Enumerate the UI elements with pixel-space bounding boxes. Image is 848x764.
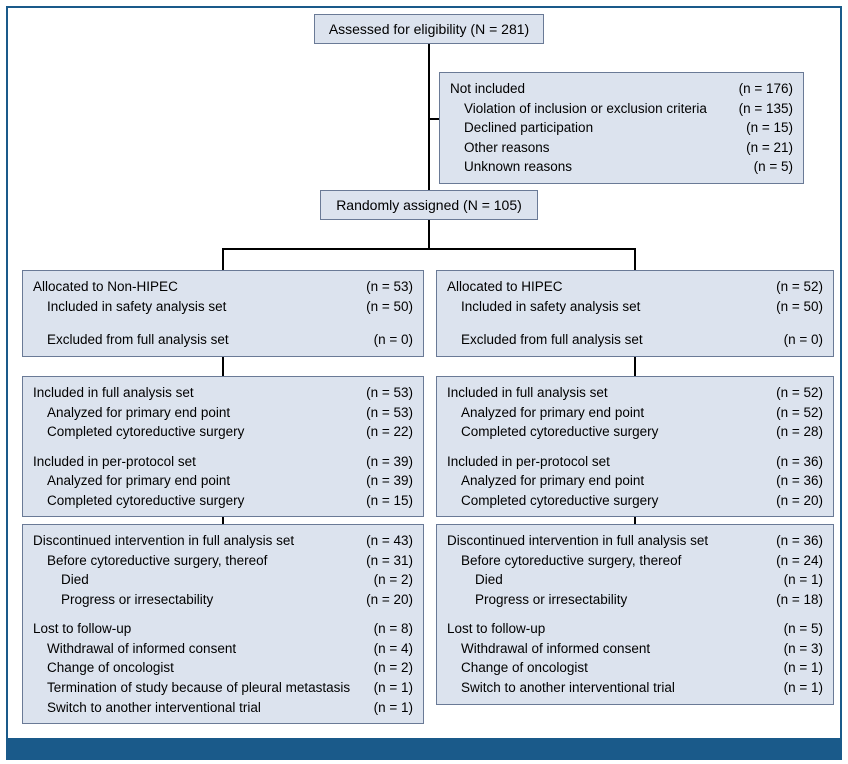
alloc-row: Included in safety analysis set(n = 50) [33, 297, 413, 317]
disc-row: Change of oncologist(n = 2) [33, 658, 413, 678]
alloc-left-box: Allocated to Non-HIPEC(n = 53) Included … [22, 270, 424, 357]
alloc-right-box: Allocated to HIPEC(n = 52) Included in s… [436, 270, 834, 357]
analysis-row: Included in full analysis set(n = 53) [33, 383, 413, 403]
disc-row: Before cytoreductive surgery, thereof(n … [33, 551, 413, 571]
alloc-row: Excluded from full analysis set(n = 0) [447, 330, 823, 350]
analysis-left-box: Included in full analysis set(n = 53) An… [22, 376, 424, 517]
excluded-row: Declined participation(n = 15) [450, 118, 793, 138]
connector-line [222, 248, 634, 250]
analysis-row: Completed cytoreductive surgery(n = 15) [33, 491, 413, 511]
analysis-row: Completed cytoreductive surgery(n = 22) [33, 422, 413, 442]
disc-row: Discontinued intervention in full analys… [447, 531, 823, 551]
analysis-row: Included in full analysis set(n = 52) [447, 383, 823, 403]
disc-right-box: Discontinued intervention in full analys… [436, 524, 834, 705]
analysis-right-box: Included in full analysis set(n = 52) An… [436, 376, 834, 517]
disc-row: Termination of study because of pleural … [33, 678, 413, 698]
analysis-row: Completed cytoreductive surgery(n = 28) [447, 422, 823, 442]
alloc-row: Allocated to HIPEC(n = 52) [447, 277, 823, 297]
excluded-row: Unknown reasons(n = 5) [450, 157, 793, 177]
alloc-row: Excluded from full analysis set(n = 0) [33, 330, 413, 350]
connector-line [222, 356, 224, 376]
connector-line [222, 248, 224, 270]
excluded-row: Other reasons(n = 21) [450, 138, 793, 158]
disc-row: Lost to follow-up(n = 5) [447, 619, 823, 639]
disc-row: Change of oncologist(n = 1) [447, 658, 823, 678]
analysis-row: Included in per-protocol set(n = 36) [447, 452, 823, 472]
eligibility-text: Assessed for eligibility (N = 281) [329, 21, 529, 37]
disc-left-box: Discontinued intervention in full analys… [22, 524, 424, 724]
disc-row: Before cytoreductive surgery, thereof(n … [447, 551, 823, 571]
analysis-row: Completed cytoreductive surgery(n = 20) [447, 491, 823, 511]
excluded-box: Not included(n = 176) Violation of inclu… [439, 72, 804, 184]
excluded-row: Not included(n = 176) [450, 79, 793, 99]
spacer [33, 442, 413, 452]
disc-row: Discontinued intervention in full analys… [33, 531, 413, 551]
randomized-box: Randomly assigned (N = 105) [320, 190, 538, 220]
spacer [33, 609, 413, 619]
spacer [447, 316, 823, 330]
bottom-band [6, 740, 842, 760]
analysis-row: Analyzed for primary end point(n = 36) [447, 471, 823, 491]
disc-row: Lost to follow-up(n = 8) [33, 619, 413, 639]
spacer [33, 316, 413, 330]
connector-line [634, 356, 636, 376]
connector-line [428, 218, 430, 248]
disc-row: Switch to another interventional trial(n… [447, 678, 823, 698]
disc-row: Died(n = 1) [447, 570, 823, 590]
spacer [447, 609, 823, 619]
alloc-row: Included in safety analysis set(n = 50) [447, 297, 823, 317]
analysis-row: Included in per-protocol set(n = 39) [33, 452, 413, 472]
spacer [447, 442, 823, 452]
analysis-row: Analyzed for primary end point(n = 53) [33, 403, 413, 423]
disc-row: Died(n = 2) [33, 570, 413, 590]
alloc-row: Allocated to Non-HIPEC(n = 53) [33, 277, 413, 297]
excluded-row: Violation of inclusion or exclusion crit… [450, 99, 793, 119]
disc-row: Withdrawal of informed consent(n = 4) [33, 639, 413, 659]
connector-line [634, 248, 636, 270]
randomized-text: Randomly assigned (N = 105) [336, 197, 522, 213]
disc-row: Withdrawal of informed consent(n = 3) [447, 639, 823, 659]
disc-row: Progress or irresectability(n = 20) [33, 590, 413, 610]
analysis-row: Analyzed for primary end point(n = 39) [33, 471, 413, 491]
connector-line [428, 42, 430, 190]
analysis-row: Analyzed for primary end point(n = 52) [447, 403, 823, 423]
eligibility-box: Assessed for eligibility (N = 281) [314, 14, 544, 44]
disc-row: Progress or irresectability(n = 18) [447, 590, 823, 610]
disc-row: Switch to another interventional trial(n… [33, 698, 413, 718]
